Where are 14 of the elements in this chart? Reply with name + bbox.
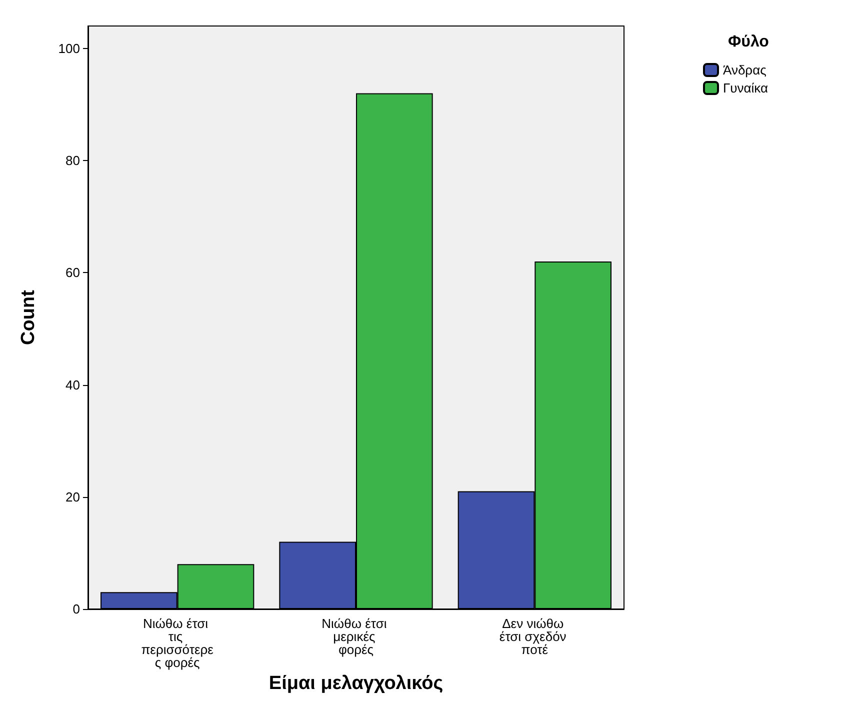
y-tick-label: 60 bbox=[66, 265, 80, 280]
x-tick-label: Δεν νιώθω έτσι σχεδόν ποτέ bbox=[499, 616, 570, 657]
x-tick-label: Νιώθω έτσι μερικές φορές bbox=[322, 616, 390, 657]
y-axis-title: Count bbox=[18, 289, 39, 345]
y-tick-label: 80 bbox=[66, 153, 80, 168]
y-tick-label: 40 bbox=[66, 377, 80, 392]
y-tick-label: 100 bbox=[58, 40, 80, 56]
x-tick-label: Νιώθω έτσι τις περισσότερες φορές bbox=[141, 616, 214, 670]
legend-label: Γυναίκα bbox=[723, 80, 769, 96]
legend-label: Άνδρας bbox=[723, 62, 766, 78]
x-axis-title: Είμαι μελαγχολικός bbox=[268, 672, 444, 694]
y-tick-label: 20 bbox=[66, 489, 80, 504]
y-tick-label: 0 bbox=[72, 602, 80, 616]
legend-title: Φύλο bbox=[728, 34, 770, 50]
